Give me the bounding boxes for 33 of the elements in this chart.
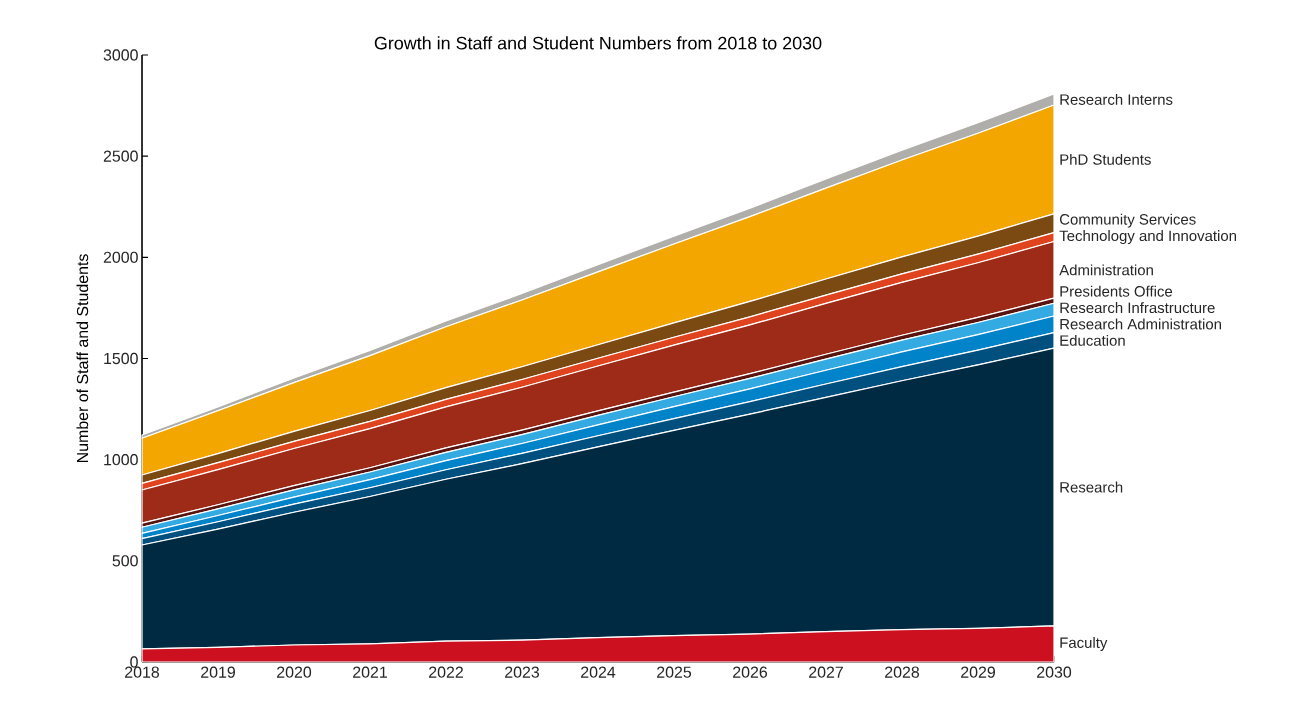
x-tick-label: 2030 — [1037, 666, 1072, 678]
y-tick-label: 2000 — [103, 251, 138, 263]
x-tick-label: 2026 — [733, 666, 768, 678]
x-tick-label: 2018 — [125, 666, 160, 678]
x-tick-label: 2020 — [277, 666, 312, 678]
series-label: Faculty — [1060, 637, 1108, 651]
x-tick-label: 2021 — [353, 666, 387, 678]
x-tick-label: 2023 — [505, 666, 540, 678]
series-label: Education — [1060, 334, 1125, 346]
x-tick-label: 2019 — [201, 666, 235, 678]
series-label: Research — [1060, 481, 1123, 493]
y-tick-label: 2500 — [103, 150, 138, 162]
x-tick-label: 2025 — [657, 666, 692, 678]
series-label: Research Administration — [1060, 318, 1221, 330]
x-tick-label: 2027 — [809, 666, 843, 678]
series-label: PhD Students — [1060, 153, 1151, 165]
y-tick-label: 3000 — [103, 49, 138, 61]
y-axis-title: Number of Staff and Students — [76, 254, 89, 463]
series-label: Technology and Innovation — [1059, 230, 1237, 245]
y-tick-label: 1000 — [104, 454, 138, 466]
x-tick-label: 2022 — [429, 666, 463, 678]
series-label: Research Infrastructure — [1060, 302, 1215, 314]
y-tick-label: 0 — [130, 656, 138, 668]
x-tick-label: 2029 — [961, 666, 995, 678]
y-tick-label: 1500 — [104, 352, 138, 365]
series-label: Community Services — [1059, 213, 1196, 228]
y-tick-label: 500 — [112, 555, 138, 567]
series-label: Presidents Office — [1060, 285, 1173, 297]
series-label: Administration — [1059, 264, 1153, 276]
x-tick-label: 2024 — [581, 666, 616, 678]
chart-title: Growth in Staff and Student Numbers from 2018 to 2030 — [374, 36, 822, 50]
series-label: Research Interns — [1060, 93, 1173, 105]
x-tick-label: 2028 — [885, 666, 920, 678]
